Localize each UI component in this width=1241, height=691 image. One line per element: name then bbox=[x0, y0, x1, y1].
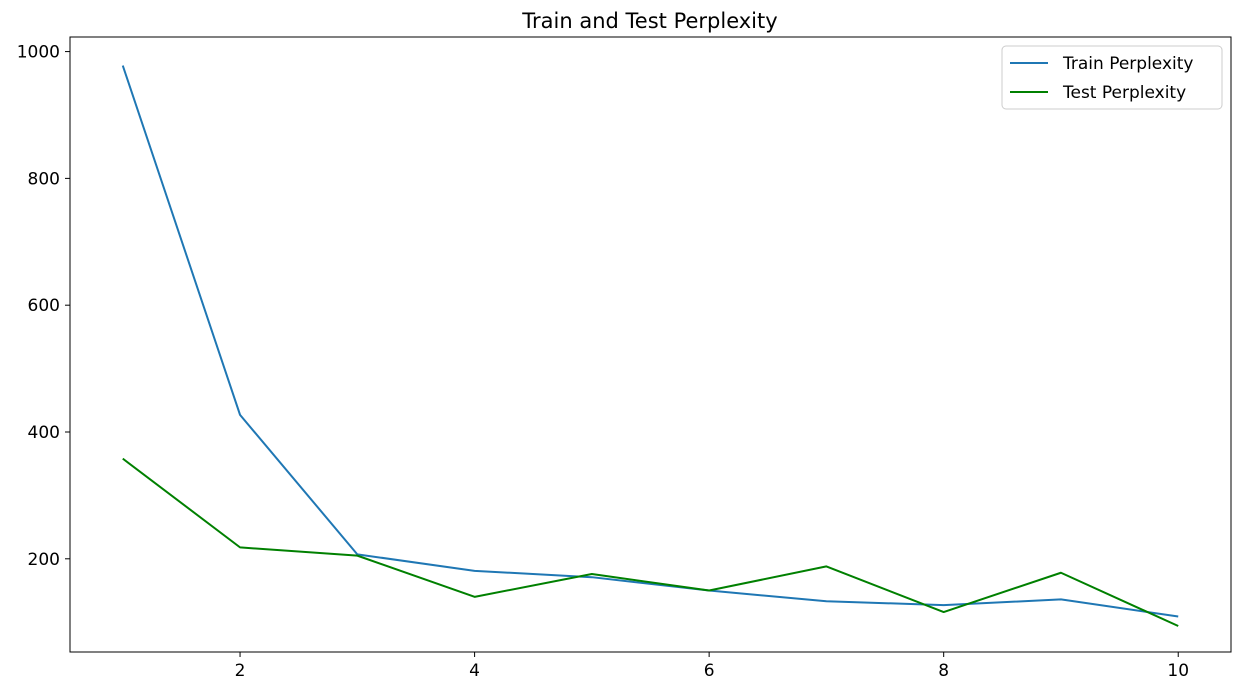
chart-title: Train and Test Perplexity bbox=[521, 9, 777, 33]
legend-box bbox=[1001, 45, 1223, 110]
series-line-test bbox=[122, 457, 1179, 627]
x-tick-label: 8 bbox=[938, 661, 949, 681]
plot-area bbox=[121, 65, 1179, 627]
y-tick-label: 1000 bbox=[17, 43, 60, 63]
y-tick-label: 800 bbox=[28, 169, 60, 189]
legend-label: Train Perplexity bbox=[1062, 54, 1193, 74]
y-tick-label: 400 bbox=[28, 423, 60, 443]
y-tick-label: 200 bbox=[28, 550, 60, 570]
legend-label: Test Perplexity bbox=[1062, 83, 1186, 103]
x-tick-label: 2 bbox=[235, 661, 246, 681]
axes: 2 4 6 8 10 200 400 600 800 1000 bbox=[17, 43, 1189, 681]
series-line-train bbox=[121, 65, 1179, 618]
legend: Train Perplexity Test Perplexity bbox=[1001, 45, 1223, 110]
x-tick-label: 10 bbox=[1167, 661, 1189, 681]
y-tick-label: 600 bbox=[28, 296, 60, 316]
plot-frame bbox=[69, 36, 1232, 653]
x-tick-label: 4 bbox=[469, 661, 480, 681]
x-tick-label: 6 bbox=[704, 661, 715, 681]
